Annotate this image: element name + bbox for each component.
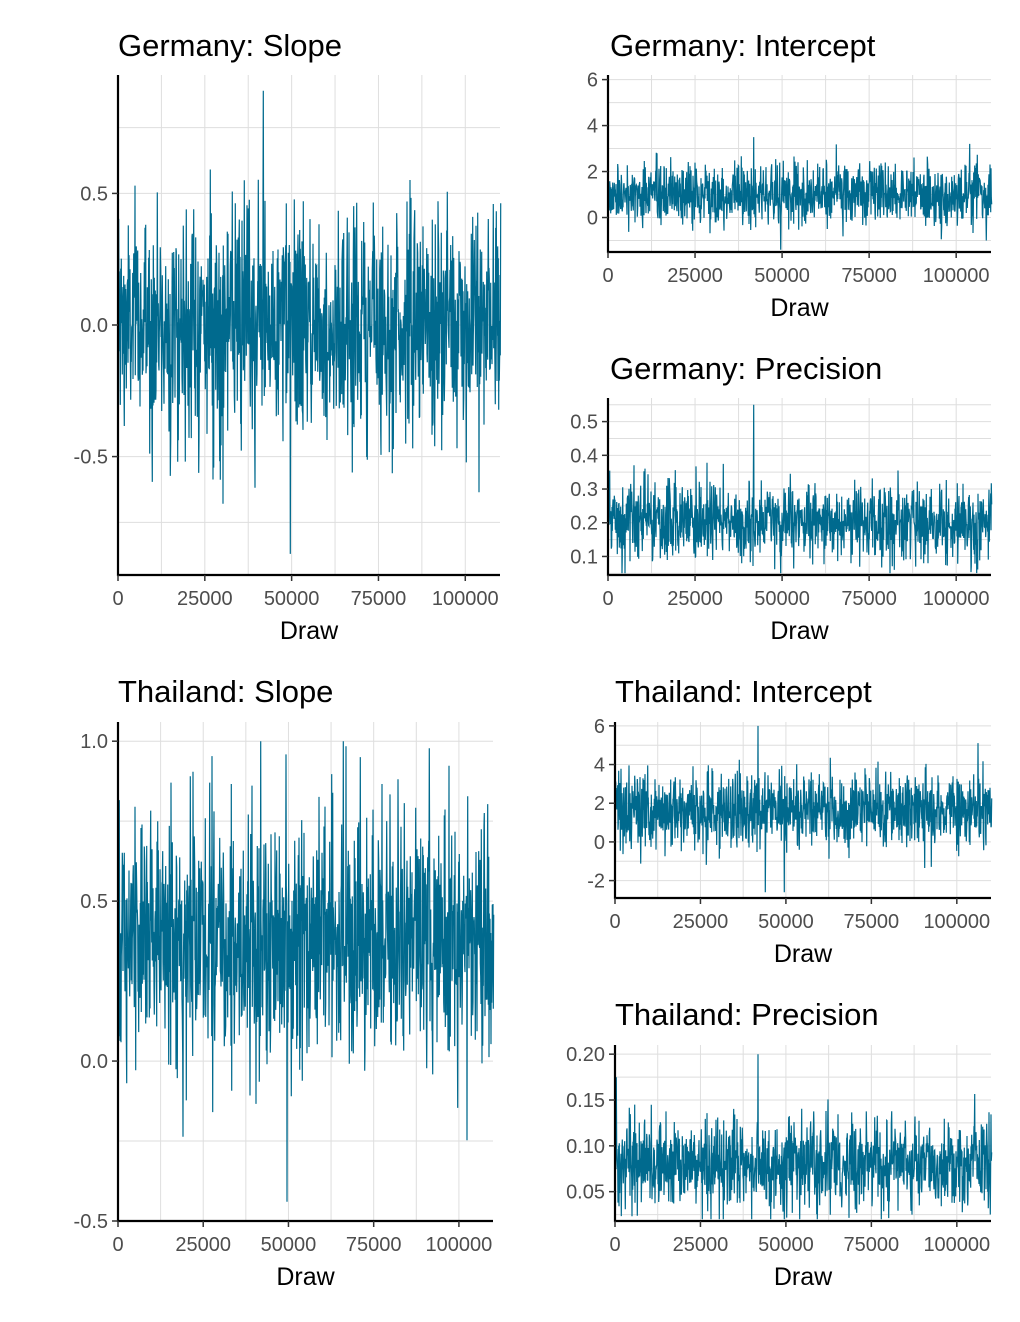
x-tick-label: 50000 bbox=[754, 588, 810, 610]
x-tick-label: 50000 bbox=[261, 1234, 317, 1256]
x-tick-label: 25000 bbox=[177, 588, 233, 610]
panels: Germany: Slope 0 25000 50000 75000 100000 -0.5… bbox=[74, 28, 993, 1291]
grid-lines bbox=[608, 75, 991, 252]
panel-title: Germany: Slope bbox=[118, 28, 342, 63]
x-tick-label: 50000 bbox=[758, 911, 814, 933]
y-tick-label: 0.4 bbox=[570, 445, 598, 467]
panel-title: Germany: Precision bbox=[610, 351, 882, 386]
panel-thailand-intercept: Thailand: Intercept 0 25000 50000 75000 10000… bbox=[587, 674, 993, 968]
x-tick-label: 100000 bbox=[426, 1234, 493, 1256]
y-tick-label: 0 bbox=[587, 208, 598, 230]
x-axis-title: Draw bbox=[280, 617, 339, 645]
x-tick-label: 100000 bbox=[432, 588, 499, 610]
panel-title: Germany: Intercept bbox=[610, 28, 876, 63]
y-tick-label: 0.3 bbox=[570, 479, 598, 501]
panel-thailand-slope: Thailand: Slope 0 25000 50000 75000 100000 -0.… bbox=[74, 674, 495, 1291]
x-tick-label: 0 bbox=[602, 588, 613, 610]
y-tick-label: 0.5 bbox=[80, 891, 108, 913]
x-tick-label: 75000 bbox=[841, 265, 897, 287]
x-tick-label: 25000 bbox=[667, 265, 723, 287]
y-tick-label: 6 bbox=[587, 70, 598, 92]
x-tick-label: 50000 bbox=[754, 265, 810, 287]
x-tick-label: 0 bbox=[112, 1234, 123, 1256]
x-tick-label: 0 bbox=[609, 911, 620, 933]
y-tick-label: -2 bbox=[587, 871, 605, 893]
y-tick-label: 0.20 bbox=[566, 1044, 605, 1066]
x-tick-label: 100000 bbox=[923, 911, 990, 933]
y-tick-label: 0.5 bbox=[80, 183, 108, 205]
x-axis-title: Draw bbox=[774, 940, 833, 968]
x-tick-label: 75000 bbox=[844, 911, 900, 933]
y-tick-label: 0.0 bbox=[80, 315, 108, 337]
x-tick-label: 50000 bbox=[758, 1234, 814, 1256]
x-tick-label: 25000 bbox=[673, 911, 729, 933]
series-line-trace bbox=[614, 725, 993, 893]
y-tick-label: 1.0 bbox=[80, 731, 108, 753]
grid-lines bbox=[608, 398, 991, 575]
x-axis-title: Draw bbox=[770, 294, 829, 322]
panel-germany-slope: Germany: Slope 0 25000 50000 75000 100000 -0.5… bbox=[74, 28, 502, 645]
y-tick-label: -0.5 bbox=[74, 1211, 108, 1233]
y-tick-label: 0.10 bbox=[566, 1136, 605, 1158]
x-tick-label: 0 bbox=[609, 1234, 620, 1256]
y-tick-label: 0.2 bbox=[570, 513, 598, 535]
x-axis-title: Draw bbox=[774, 1263, 833, 1291]
x-tick-label: 100000 bbox=[923, 588, 990, 610]
y-tick-label: 6 bbox=[594, 716, 605, 738]
x-tick-label: 75000 bbox=[346, 1234, 402, 1256]
x-tick-label: 25000 bbox=[667, 588, 723, 610]
y-tick-label: 4 bbox=[587, 116, 598, 138]
series-line-trace bbox=[117, 90, 502, 554]
x-axis-title: Draw bbox=[276, 1263, 335, 1291]
x-tick-label: 50000 bbox=[264, 588, 320, 610]
x-tick-label: 0 bbox=[112, 588, 123, 610]
x-tick-label: 75000 bbox=[841, 588, 897, 610]
x-tick-label: 25000 bbox=[673, 1234, 729, 1256]
y-tick-label: 0.1 bbox=[570, 546, 598, 568]
panel-title: Thailand: Precision bbox=[615, 997, 879, 1032]
series-line-trace bbox=[117, 741, 495, 1202]
y-tick-label: -0.5 bbox=[74, 447, 108, 469]
x-tick-label: 75000 bbox=[351, 588, 407, 610]
y-tick-label: 0.05 bbox=[566, 1182, 605, 1204]
series-line-trace bbox=[607, 404, 993, 574]
y-tick-label: 2 bbox=[587, 162, 598, 184]
y-tick-label: 0.15 bbox=[566, 1090, 605, 1112]
panel-title: Thailand: Slope bbox=[118, 674, 333, 709]
y-tick-label: 4 bbox=[594, 755, 605, 777]
x-tick-label: 0 bbox=[602, 265, 613, 287]
series-line-trace bbox=[614, 1054, 993, 1220]
panel-germany-precision: Germany: Precision 0 25000 50000 75000 100000… bbox=[570, 351, 993, 645]
x-tick-label: 100000 bbox=[923, 265, 990, 287]
y-tick-label: 0 bbox=[594, 832, 605, 854]
panel-germany-intercept: Germany: Intercept 0 25000 50000 75000 100000… bbox=[587, 28, 993, 322]
y-tick-label: 0.5 bbox=[570, 412, 598, 434]
y-tick-label: 2 bbox=[594, 793, 605, 815]
y-tick-label: 0.0 bbox=[80, 1051, 108, 1073]
x-tick-label: 75000 bbox=[844, 1234, 900, 1256]
panel-title: Thailand: Intercept bbox=[615, 674, 872, 709]
x-tick-label: 100000 bbox=[923, 1234, 990, 1256]
x-axis-title: Draw bbox=[770, 617, 829, 645]
series-line-trace bbox=[607, 137, 993, 250]
x-tick-label: 25000 bbox=[175, 1234, 231, 1256]
panel-thailand-precision: Thailand: Precision 0 25000 50000 75000 10000… bbox=[566, 997, 993, 1291]
